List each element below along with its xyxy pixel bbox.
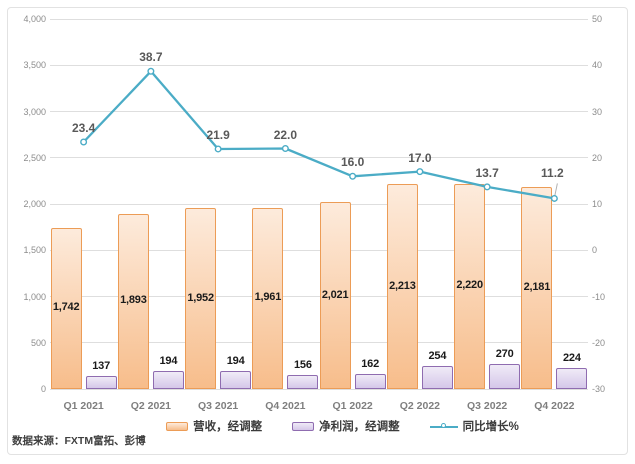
revenue-bar [252, 207, 284, 389]
x-axis-label: Q4 2022 [534, 400, 575, 412]
revenue-bar-label: 1,742 [52, 301, 80, 314]
revenue-bar-label: 1,961 [254, 291, 282, 304]
net-profit-bar [489, 364, 521, 389]
legend-swatch-revenue-icon [166, 421, 189, 431]
legend-line-icon [429, 422, 458, 431]
y-axis-tick-right: -10 [592, 291, 606, 302]
y-axis-tick-left: 1,000 [23, 291, 46, 302]
x-axis-label: Q3 2021 [197, 400, 239, 412]
growth-line-label: 16.0 [340, 155, 365, 170]
revenue-bar [386, 184, 418, 389]
growth-line-label: 11.2 [541, 166, 564, 181]
net-profit-bar [85, 376, 117, 389]
net-profit-bar-label: 254 [428, 349, 447, 362]
growth-line-label: 23.4 [71, 121, 96, 136]
legend: 营收，经调整 净利润，经调整 同比增长% [0, 417, 635, 435]
source-note: 数据来源：FXTM富拓、彭博 [12, 435, 146, 447]
revenue-bar [185, 208, 217, 389]
net-profit-bar-label: 162 [361, 358, 379, 370]
gridline [50, 388, 588, 390]
y-axis-tick-left: 0 [40, 384, 46, 394]
x-axis-label: Q3 2022 [466, 400, 508, 412]
legend-item-net-profit: 净利润，经调整 [292, 418, 400, 434]
growth-line-label: 38.7 [139, 50, 163, 65]
net-profit-bar-label: 194 [159, 355, 178, 368]
net-profit-bar [220, 371, 252, 389]
growth-line-label: 22.0 [273, 127, 298, 142]
gridline [50, 18, 588, 20]
x-axis-label: Q4 2021 [265, 400, 306, 412]
revenue-bar [454, 183, 486, 389]
legend-line-marker [440, 423, 446, 428]
y-axis-tick-left: 500 [30, 337, 46, 348]
revenue-bar-label: 2,220 [456, 279, 483, 292]
y-axis-tick-left: 2,000 [23, 199, 46, 209]
y-axis-tick-right: 40 [592, 60, 603, 71]
net-profit-bar [152, 371, 184, 389]
legend-label-yoy-growth: 同比增长% [462, 421, 519, 433]
net-profit-bar-label: 194 [226, 355, 245, 368]
y-axis-tick-right: 30 [592, 106, 603, 117]
revenue-bar [117, 213, 149, 389]
revenue-bar-label: 2,021 [321, 288, 349, 301]
legend-item-revenue: 营收，经调整 [166, 418, 262, 434]
x-axis-label: Q1 2021 [63, 400, 104, 412]
x-axis-label: Q2 2022 [399, 400, 441, 412]
gridline [50, 203, 588, 205]
y-axis-tick-right: -20 [592, 337, 606, 348]
revenue-bar [50, 227, 82, 389]
y-axis-tick-right: 50 [592, 14, 603, 24]
net-profit-bar-label: 224 [562, 352, 581, 365]
legend-item-yoy-growth: 同比增长% [429, 418, 519, 434]
gridline [50, 157, 588, 159]
y-axis-tick-right: 20 [592, 152, 603, 163]
revenue-bar-label: 1,952 [187, 291, 214, 304]
net-profit-bar [421, 365, 453, 389]
net-profit-bar-label: 137 [92, 360, 110, 373]
y-axis-tick-left: 3,000 [23, 106, 46, 117]
net-profit-bar-label: 270 [495, 348, 514, 361]
growth-line-label: 13.7 [475, 165, 499, 180]
net-profit-bar [287, 374, 319, 389]
legend-label-net-profit: 净利润，经调整 [319, 421, 400, 433]
gridline [50, 249, 588, 251]
net-profit-bar [354, 374, 386, 389]
gridline [50, 64, 588, 66]
revenue-bar [521, 187, 553, 389]
net-profit-bar [556, 368, 588, 389]
y-axis-tick-left: 1,500 [23, 245, 46, 256]
legend-label-revenue: 营收，经调整 [193, 421, 263, 433]
y-axis-tick-left: 4,000 [23, 14, 46, 24]
gridline [50, 342, 588, 344]
y-axis-tick-right: 0 [592, 245, 598, 256]
growth-line-label: 17.0 [408, 150, 432, 165]
y-axis-tick-right: 10 [592, 199, 603, 209]
y-axis-tick-left: 3,500 [23, 60, 46, 71]
revenue-bar [319, 202, 351, 389]
net-profit-bar-label: 156 [293, 358, 312, 371]
y-axis-tick-left: 2,500 [23, 152, 46, 163]
revenue-bar-label: 2,213 [389, 279, 416, 292]
legend-swatch-net-profit-icon [292, 421, 315, 431]
revenue-bar-label: 1,893 [120, 294, 147, 307]
y-axis-tick-right: -30 [592, 384, 606, 394]
x-axis-label: Q1 2022 [332, 400, 373, 412]
x-axis-label: Q2 2021 [130, 400, 172, 412]
revenue-bar-label: 2,181 [523, 281, 551, 294]
growth-line-label: 21.9 [206, 127, 230, 142]
gridline [50, 111, 588, 112]
gridline [50, 296, 588, 297]
